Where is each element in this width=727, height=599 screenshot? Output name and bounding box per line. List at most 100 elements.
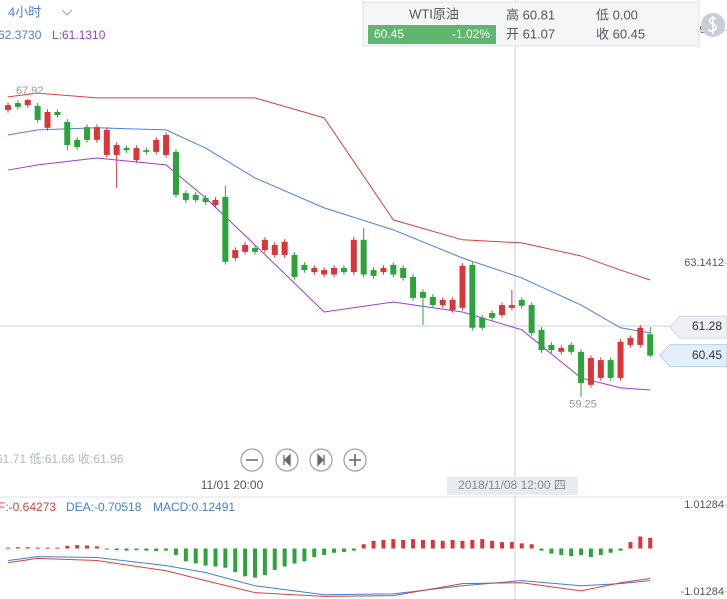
macd-bar	[490, 540, 495, 549]
candle-body	[321, 270, 328, 275]
macd-bar	[579, 548, 584, 555]
candle-body	[172, 151, 179, 195]
nav-buttons	[240, 448, 367, 472]
macd-bar	[35, 547, 40, 549]
macd-bar	[559, 548, 564, 555]
macd-bar	[608, 548, 613, 553]
macd-bar	[203, 548, 208, 566]
candle-body	[14, 103, 21, 107]
quote-open: 开 61.07	[506, 26, 555, 41]
macd-bar	[420, 539, 425, 549]
macd-bar	[193, 548, 198, 564]
macd-bar	[460, 540, 465, 549]
candle-body	[587, 357, 594, 385]
candle-body	[182, 193, 189, 200]
candle-body	[607, 360, 614, 378]
candle-body	[380, 267, 387, 273]
candle-body	[143, 150, 150, 152]
candle-body	[242, 244, 249, 252]
candle-body	[499, 305, 505, 316]
macd-y-tick-label: -1.01284	[681, 586, 724, 598]
candle-body	[163, 135, 170, 155]
candle-body	[508, 305, 515, 308]
candle-body	[271, 244, 278, 255]
currency-icon	[707, 16, 717, 34]
price-tag	[659, 344, 727, 368]
macd-bar	[618, 548, 623, 551]
candle-body	[429, 296, 436, 306]
candle-body	[479, 317, 486, 328]
candle-body	[390, 264, 397, 275]
candle-body	[597, 360, 604, 378]
macd-bar	[75, 545, 80, 549]
macd-bar	[322, 548, 327, 555]
dif-legend: F:-0.64273	[0, 500, 56, 514]
macd-line	[7, 556, 651, 596]
macd-bar	[549, 548, 554, 554]
candle-body	[568, 344, 575, 352]
price-tag-label: 61.28	[692, 319, 722, 333]
macd-bar	[292, 548, 297, 564]
candle-body	[528, 305, 535, 333]
candle-body	[44, 112, 51, 128]
macd-line	[7, 557, 651, 597]
candle-body	[410, 276, 417, 298]
macd-bar	[588, 548, 593, 558]
candle-body	[34, 105, 41, 120]
candle-body	[212, 199, 219, 206]
band-line	[7, 92, 651, 281]
macd-bar	[391, 539, 396, 549]
x-label: 11/01 20:00	[201, 478, 264, 492]
macd-bar	[124, 548, 129, 551]
candle-body	[192, 194, 199, 200]
candle-body	[340, 267, 347, 273]
macd-bar	[411, 539, 416, 549]
macd-bar	[45, 547, 50, 549]
macd-bar	[104, 548, 109, 550]
quote-badge	[368, 25, 496, 44]
macd-bar	[25, 547, 30, 549]
macd-bar	[114, 548, 119, 551]
candle-body	[400, 267, 407, 278]
quote-change: -1.02%	[452, 27, 490, 41]
macd-bar	[144, 548, 149, 551]
macd-bar	[371, 540, 376, 549]
macd-bar	[164, 548, 169, 551]
macd-bar	[134, 548, 139, 551]
macd-bar	[529, 544, 534, 549]
candle-body	[518, 299, 525, 306]
interval[interactable]: 4小时	[8, 4, 41, 19]
candle-body	[64, 121, 71, 145]
macd-bar	[500, 542, 504, 549]
annotation: 67.92	[16, 85, 44, 97]
price-tag-label: 60.45	[692, 348, 722, 362]
macd-bar	[470, 539, 475, 549]
candle-body	[331, 267, 338, 275]
macd-bar	[262, 548, 267, 576]
macd-bar	[15, 547, 20, 549]
quote-low: 低 0.00	[596, 7, 638, 22]
macd-bar	[401, 539, 406, 549]
candle-body	[301, 264, 308, 271]
candle-body	[578, 351, 585, 384]
quote-high: 高 60.81	[506, 7, 555, 22]
candle-body	[489, 312, 496, 318]
macd-bar	[332, 548, 337, 553]
dropdown-icon[interactable]	[61, 9, 73, 16]
macd-bar	[539, 548, 544, 551]
candle-body	[252, 248, 258, 252]
macd-bar	[381, 539, 386, 549]
macd-bar	[253, 548, 257, 578]
candle-body	[558, 348, 565, 352]
candle-body	[370, 270, 377, 276]
candle-body	[548, 344, 555, 351]
candle-body	[113, 144, 120, 155]
info-low: L:61.1310	[52, 28, 106, 42]
macd-bar	[509, 542, 514, 549]
candle-body	[439, 299, 446, 306]
candle-body	[261, 239, 268, 251]
macd-bar	[85, 545, 90, 549]
candle-body	[123, 148, 130, 151]
candle-body	[24, 99, 31, 106]
